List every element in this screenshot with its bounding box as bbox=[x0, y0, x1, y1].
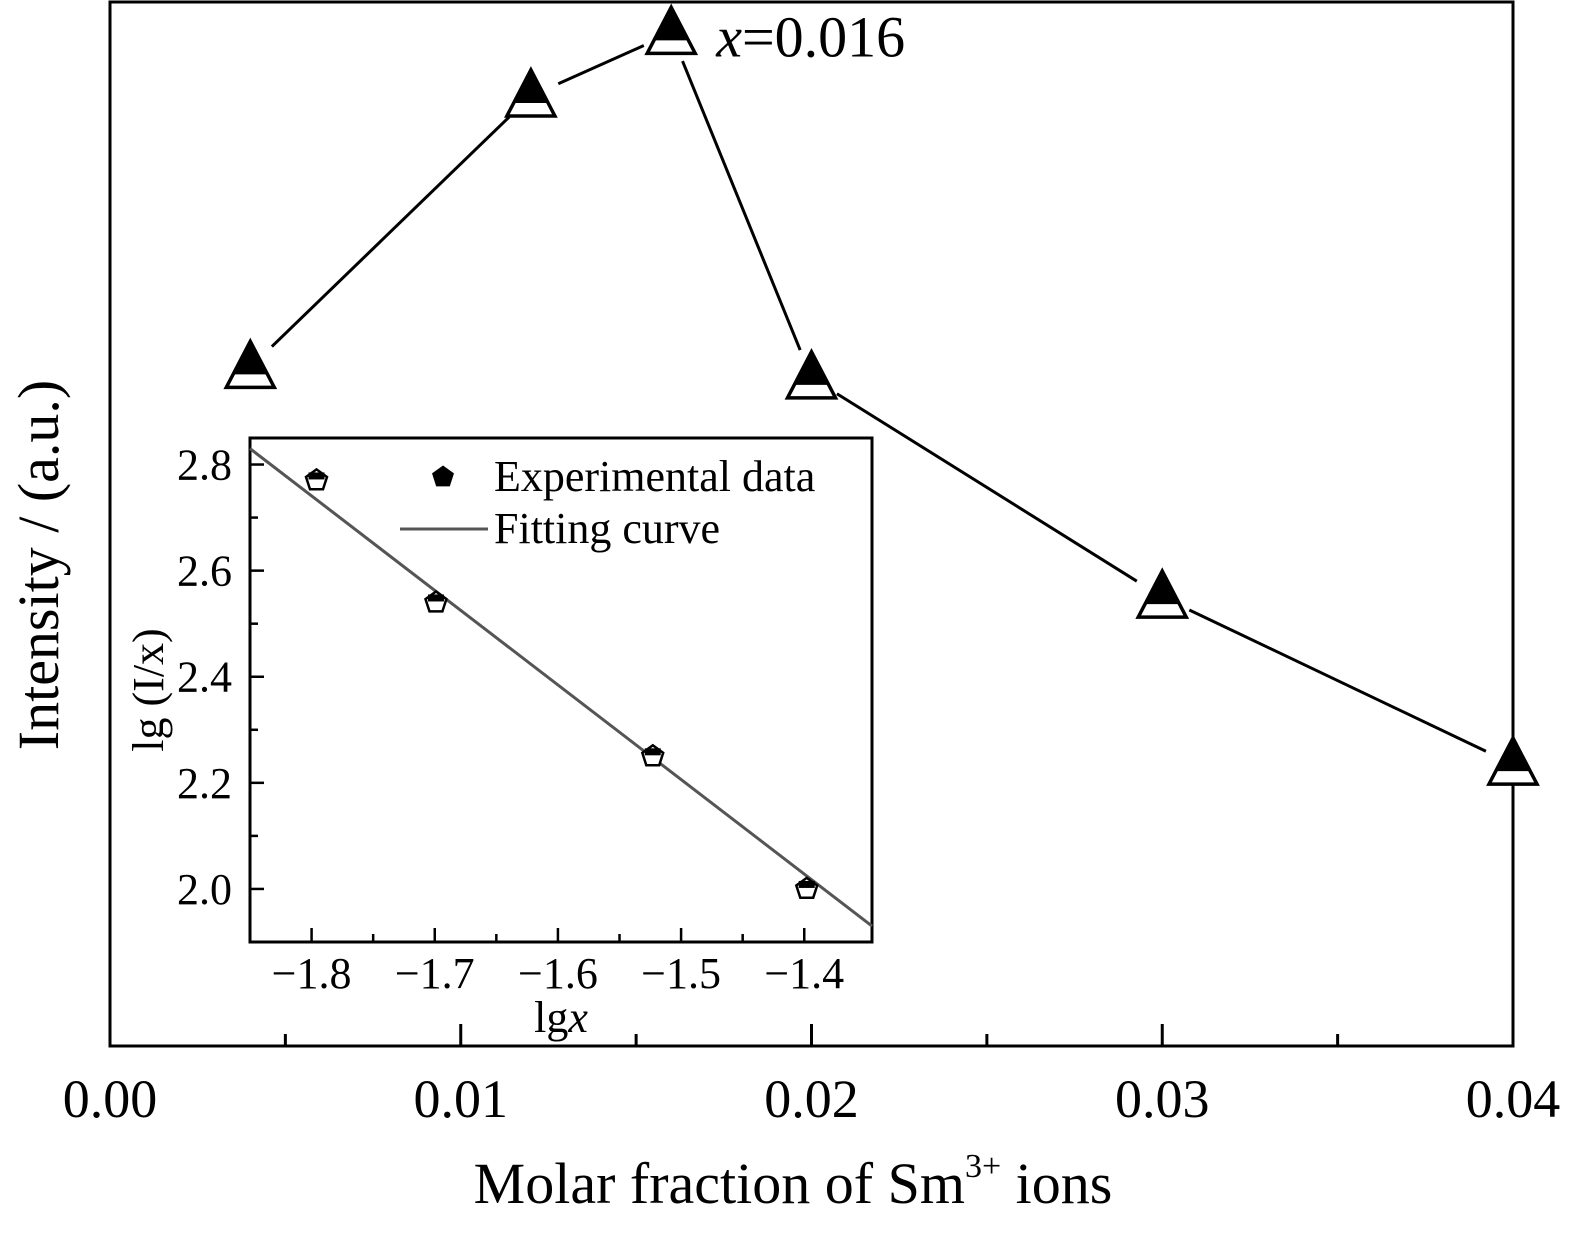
triangle-marker bbox=[644, 3, 699, 56]
x-tick-label: 0.04 bbox=[1466, 1069, 1561, 1129]
inset-plot: −1.8 −1.7 −1.6 −1.5 −1.42.02.22.42.62.8lgxlg… bbox=[124, 436, 874, 1042]
triangle-fill bbox=[654, 7, 689, 41]
legend-pentagon-icon bbox=[432, 465, 454, 487]
triangle-marker bbox=[784, 348, 839, 400]
triangle-fill bbox=[794, 351, 829, 385]
fitting-line bbox=[249, 447, 873, 928]
pentagon-fill bbox=[644, 748, 661, 756]
pentagon-fill bbox=[427, 594, 444, 602]
inset-x-tick-label: −1.4 bbox=[764, 949, 844, 998]
pentagon-marker bbox=[424, 589, 448, 613]
main-plot: 0.00 0.01 0.02 0.03 0.04 Molar fraction of Sm… bbox=[6, 0, 1561, 1216]
pentagon-marker bbox=[640, 743, 665, 767]
inset-y-tick-label: 2.8 bbox=[177, 441, 232, 490]
series-line-segment bbox=[836, 392, 1138, 583]
x-axis-label-text: Molar fraction of Sm bbox=[474, 1151, 965, 1216]
legend-label-experimental: Experimental data bbox=[494, 452, 815, 501]
legend-entry-fitting: Fitting curve bbox=[400, 504, 720, 553]
y-axis-label: Intensity / (a.u.) bbox=[6, 380, 71, 750]
triangle-marker bbox=[1486, 734, 1540, 786]
triangle-marker bbox=[223, 337, 278, 390]
x-tick-label: 0.03 bbox=[1115, 1069, 1210, 1129]
x-axis-label-suffix: ions bbox=[1001, 1151, 1112, 1216]
triangle-fill bbox=[233, 341, 268, 375]
legend-label-fitting: Fitting curve bbox=[494, 504, 720, 553]
x-tick-label: 0.01 bbox=[414, 1069, 509, 1129]
peak-annotation: x=0.016 bbox=[715, 4, 905, 69]
inset-x-tick-label: −1.5 bbox=[641, 949, 721, 998]
inset-y-tick-label: 2.2 bbox=[177, 759, 232, 808]
inset-x-tick-label: −1.8 bbox=[272, 949, 352, 998]
inset-x-axis-label-variable: x bbox=[567, 993, 588, 1042]
triangle-fill bbox=[1145, 571, 1180, 605]
inset-x-axis-label-text: lg bbox=[534, 993, 568, 1042]
pentagon-fill bbox=[308, 472, 325, 480]
peak-annotation-value: =0.016 bbox=[742, 4, 905, 69]
inset-y-tick-label: 2.4 bbox=[177, 653, 232, 702]
legend-entry-experimental: Experimental data bbox=[432, 452, 815, 501]
series-line-segment bbox=[681, 60, 802, 351]
x-tick-label: 0.02 bbox=[764, 1069, 859, 1129]
series-line-segment bbox=[270, 115, 511, 348]
x-axis-label: Molar fraction of Sm3+ ions bbox=[474, 1148, 1113, 1216]
x-axis-label-superscript: 3+ bbox=[965, 1148, 1001, 1185]
inset-y-tick-label: 2.6 bbox=[177, 547, 232, 596]
pentagon-marker bbox=[794, 876, 819, 900]
triangle-marker bbox=[504, 66, 558, 118]
inset-y-axis-label: lg (I/x) bbox=[124, 628, 173, 751]
pentagon-marker bbox=[304, 467, 329, 491]
inset-x-tick-label: −1.7 bbox=[395, 949, 475, 998]
inset-x-axis-label: lgx bbox=[534, 993, 588, 1042]
peak-annotation-variable: x bbox=[715, 4, 742, 69]
triangle-marker bbox=[1135, 567, 1190, 619]
series-line-segment bbox=[557, 44, 645, 86]
inset-y-tick-label: 2.0 bbox=[177, 865, 232, 914]
inset-x-tick-label: −1.6 bbox=[518, 949, 598, 998]
pentagon-fill bbox=[798, 880, 815, 888]
triangle-fill bbox=[1496, 738, 1530, 772]
series-line-segment bbox=[1188, 608, 1487, 753]
x-tick-label: 0.00 bbox=[63, 1069, 158, 1129]
triangle-fill bbox=[513, 69, 548, 103]
inset-plot-frame bbox=[248, 436, 874, 944]
